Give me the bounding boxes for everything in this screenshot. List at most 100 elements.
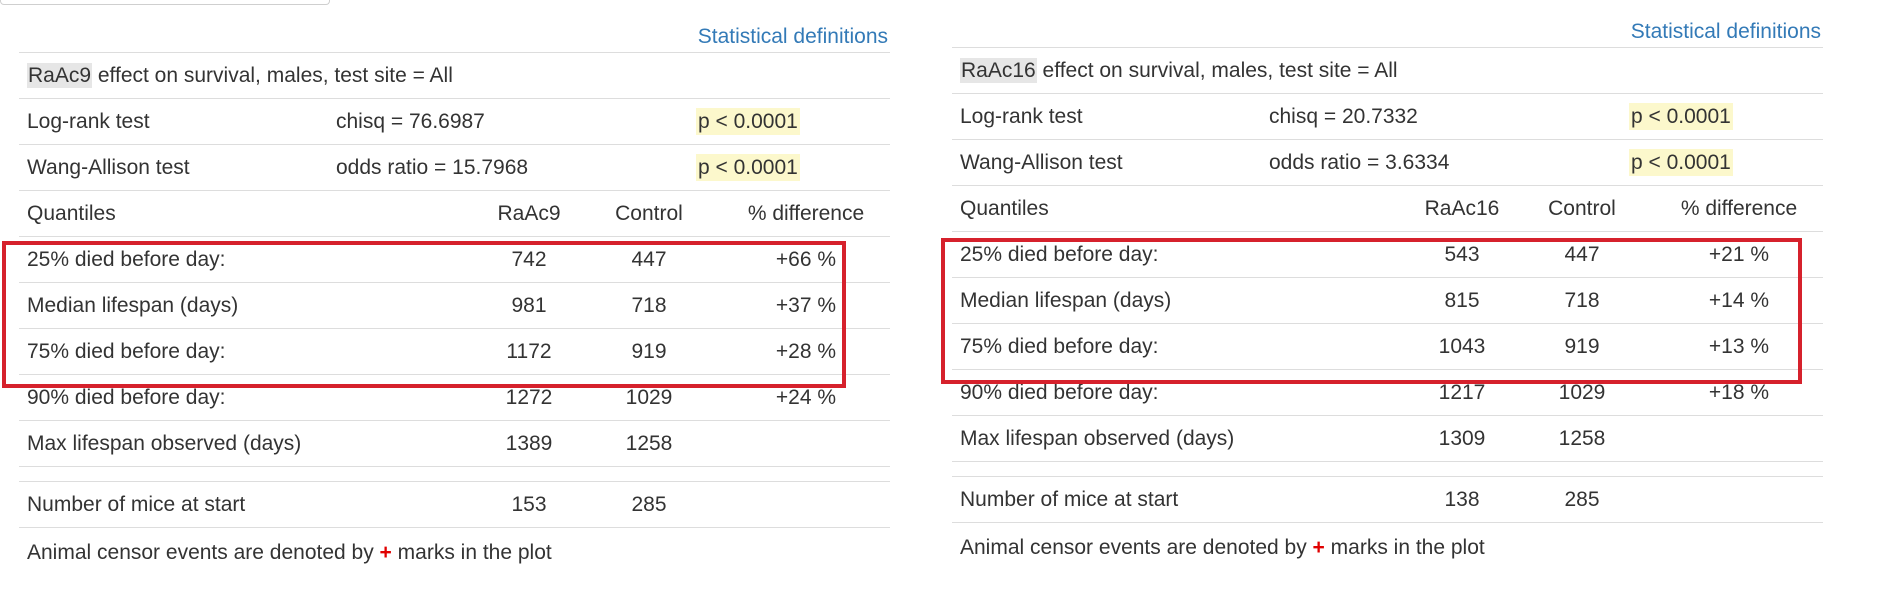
test-name: Log-rank test [960,105,1083,128]
column-header-difference: % difference [747,202,865,225]
column-header-drug: RaAc16 [1424,197,1500,220]
statistical-definitions-link[interactable]: Statistical definitions [697,25,888,48]
row-label: 25% died before day: [27,248,226,271]
p-value: p < 0.0001 [1629,103,1733,130]
p-value: p < 0.0001 [1629,149,1733,176]
drug-value: 1389 [505,432,553,455]
control-value: 285 [631,493,667,516]
wang-allison-row: Wang-Allison test odds ratio = 15.7968 p… [19,145,890,191]
drug-value: 153 [511,493,547,516]
table-row: Median lifespan (days) 815 718 +14 % [952,278,1823,324]
control-value: 718 [1564,289,1600,312]
drug-value: 1309 [1438,427,1486,450]
test-name: Wang-Allison test [960,151,1123,174]
difference-value: +13 % [1708,335,1770,358]
difference-value: +18 % [1708,381,1770,404]
log-rank-row: Log-rank test chisq = 76.6987 p < 0.0001 [19,99,890,145]
survival-table: RaAc16 effect on survival, males, test s… [952,47,1823,523]
log-rank-row: Log-rank test chisq = 20.7332 p < 0.0001 [952,94,1823,140]
test-statistic: odds ratio = 15.7968 [336,156,529,179]
table-row: 25% died before day: 543 447 +21 % [952,232,1823,278]
drug-value: 1043 [1438,335,1486,358]
table-title-row: RaAc9 effect on survival, males, test si… [19,53,890,99]
table-row: 75% died before day: 1172 919 +28 % [19,329,890,375]
difference-value: +14 % [1708,289,1770,312]
censor-footnote: Animal censor events are denoted by + ma… [960,536,1485,559]
censor-footnote: Animal censor events are denoted by + ma… [27,541,552,564]
toolbar-edge [0,0,330,5]
drug-value: 742 [511,248,547,271]
control-value: 447 [1564,243,1600,266]
test-statistic: chisq = 76.6987 [336,110,485,133]
drug-value: 815 [1444,289,1480,312]
title-rest: effect on survival, males, test site = A… [1036,59,1398,82]
control-value: 919 [631,340,667,363]
survival-panel-raac16: Statistical definitions RaAc16 effect on… [952,17,1823,573]
test-statistic: chisq = 20.7332 [1269,105,1418,128]
row-label: Median lifespan (days) [960,289,1172,312]
table-spacer [19,467,890,482]
column-header-drug: RaAc9 [497,202,561,225]
title-rest: effect on survival, males, test site = A… [92,64,453,87]
survival-table: RaAc9 effect on survival, males, test si… [19,52,890,528]
table-row: 75% died before day: 1043 919 +13 % [952,324,1823,370]
table-row: 90% died before day: 1272 1029 +24 % [19,375,890,421]
control-value: 447 [631,248,667,271]
drug-value: 1272 [505,386,553,409]
drug-value: 1172 [506,340,552,363]
table-row: Median lifespan (days) 981 718 +37 % [19,283,890,329]
drug-name: RaAc9 [27,63,93,88]
table-row: 90% died before day: 1217 1029 +18 % [952,370,1823,416]
wang-allison-row: Wang-Allison test odds ratio = 3.6334 p … [952,140,1823,186]
table-title: RaAc16 effect on survival, males, test s… [960,48,1398,93]
mice-count-row: Number of mice at start 138 285 [952,477,1823,523]
row-label: Number of mice at start [960,488,1179,511]
row-label: 75% died before day: [960,335,1159,358]
difference-value: +28 % [775,340,837,363]
row-label: Median lifespan (days) [27,294,239,317]
control-value: 919 [1564,335,1600,358]
row-label: 90% died before day: [960,381,1159,404]
test-name: Log-rank test [27,110,150,133]
p-value: p < 0.0001 [696,154,800,181]
control-value: 1258 [1558,427,1606,450]
test-statistic: odds ratio = 3.6334 [1269,151,1450,174]
row-label: Max lifespan observed (days) [960,427,1235,450]
column-header-quantiles: Quantiles [27,202,116,225]
quantiles-header-row: Quantiles RaAc9 Control % difference [19,191,890,237]
column-header-difference: % difference [1680,197,1798,220]
row-label: 25% died before day: [960,243,1159,266]
statistical-definitions-link[interactable]: Statistical definitions [1630,20,1821,43]
row-label: 75% died before day: [27,340,226,363]
difference-value: +24 % [775,386,837,409]
difference-value: +66 % [775,248,837,271]
drug-value: 1217 [1438,381,1486,404]
table-row: Max lifespan observed (days) 1309 1258 [952,416,1823,462]
difference-value: +21 % [1708,243,1770,266]
control-value: 1029 [625,386,673,409]
row-label: Max lifespan observed (days) [27,432,302,455]
test-name: Wang-Allison test [27,156,190,179]
censor-plus-icon: + [379,541,392,564]
control-value: 1029 [1558,381,1606,404]
drug-value: 981 [511,294,547,317]
column-header-quantiles: Quantiles [960,197,1049,220]
p-value: p < 0.0001 [696,108,800,135]
drug-name: RaAc16 [960,58,1037,83]
survival-panel-raac9: Statistical definitions RaAc9 effect on … [19,22,890,578]
table-row: Max lifespan observed (days) 1389 1258 [19,421,890,467]
row-label: 90% died before day: [27,386,226,409]
column-header-control: Control [1548,197,1616,220]
row-label: Number of mice at start [27,493,246,516]
column-header-control: Control [615,202,683,225]
table-title-row: RaAc16 effect on survival, males, test s… [952,48,1823,94]
quantiles-header-row: Quantiles RaAc16 Control % difference [952,186,1823,232]
drug-value: 138 [1444,488,1480,511]
control-value: 285 [1564,488,1600,511]
mice-count-row: Number of mice at start 153 285 [19,482,890,528]
drug-value: 543 [1444,243,1480,266]
table-spacer [952,462,1823,477]
control-value: 718 [631,294,667,317]
table-title: RaAc9 effect on survival, males, test si… [27,53,453,98]
control-value: 1258 [625,432,673,455]
